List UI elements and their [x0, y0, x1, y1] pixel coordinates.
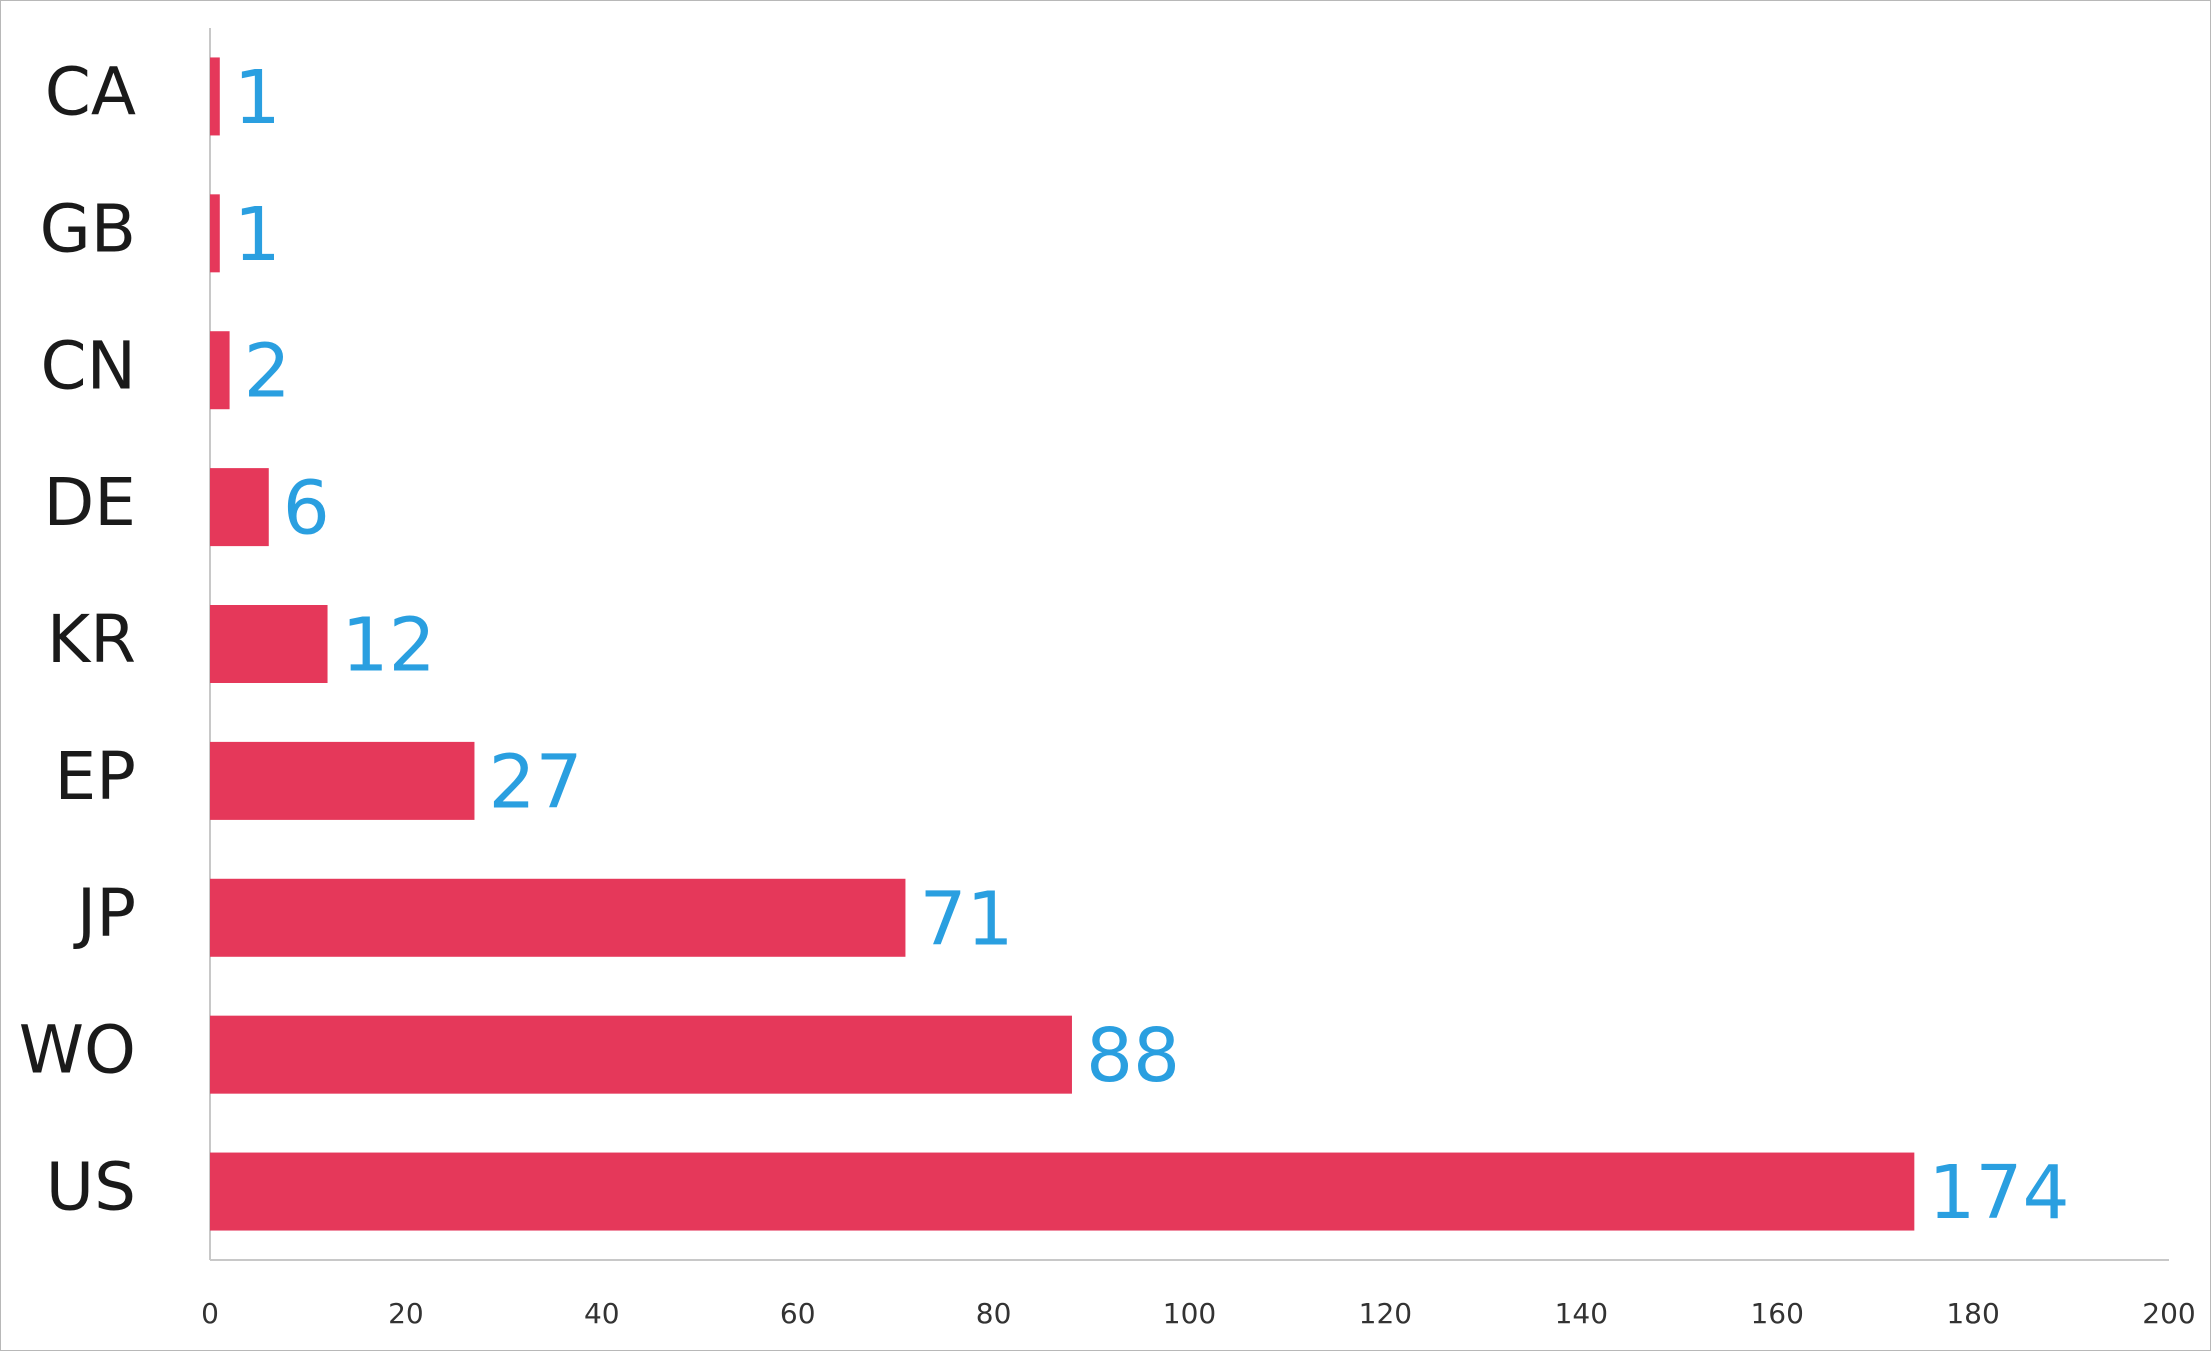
bar	[210, 57, 220, 136]
y-tick-label: JP	[73, 875, 136, 952]
bar	[210, 194, 220, 273]
x-tick-label: 20	[388, 1297, 424, 1330]
x-tick-label: 140	[1555, 1297, 1608, 1330]
x-tick-label: 100	[1163, 1297, 1216, 1330]
x-tick-label: 40	[584, 1297, 620, 1330]
bar	[210, 1152, 1915, 1231]
x-tick-label: 80	[976, 1297, 1012, 1330]
value-label: 88	[1086, 1013, 1180, 1099]
bar	[210, 1015, 1072, 1094]
value-label: 27	[488, 739, 582, 825]
x-tick-label: 180	[1946, 1297, 1999, 1330]
y-tick-label: KR	[47, 601, 136, 678]
y-tick-label: DE	[43, 464, 136, 541]
y-tick-label: GB	[40, 190, 136, 267]
x-tick-label: 0	[201, 1297, 219, 1330]
value-label: 71	[919, 876, 1013, 962]
bar	[210, 468, 269, 547]
y-tick-label: CA	[45, 54, 136, 131]
x-tick-label: 160	[1750, 1297, 1803, 1330]
value-label: 1	[234, 192, 281, 278]
value-label: 2	[244, 329, 291, 415]
value-label: 12	[342, 603, 436, 689]
x-tick-label: 60	[780, 1297, 816, 1330]
bar	[210, 605, 328, 683]
y-tick-label: WO	[19, 1012, 136, 1089]
bar	[210, 331, 230, 410]
y-tick-label: CN	[41, 327, 136, 404]
value-label: 174	[1928, 1150, 2069, 1236]
bar	[210, 741, 475, 820]
value-label: 1	[234, 55, 281, 141]
bar	[210, 878, 906, 957]
y-tick-label: EP	[54, 738, 136, 815]
y-tick-label: US	[46, 1149, 136, 1226]
x-tick-label: 120	[1359, 1297, 1412, 1330]
x-tick-label: 200	[2142, 1297, 2195, 1330]
value-label: 6	[283, 466, 330, 552]
